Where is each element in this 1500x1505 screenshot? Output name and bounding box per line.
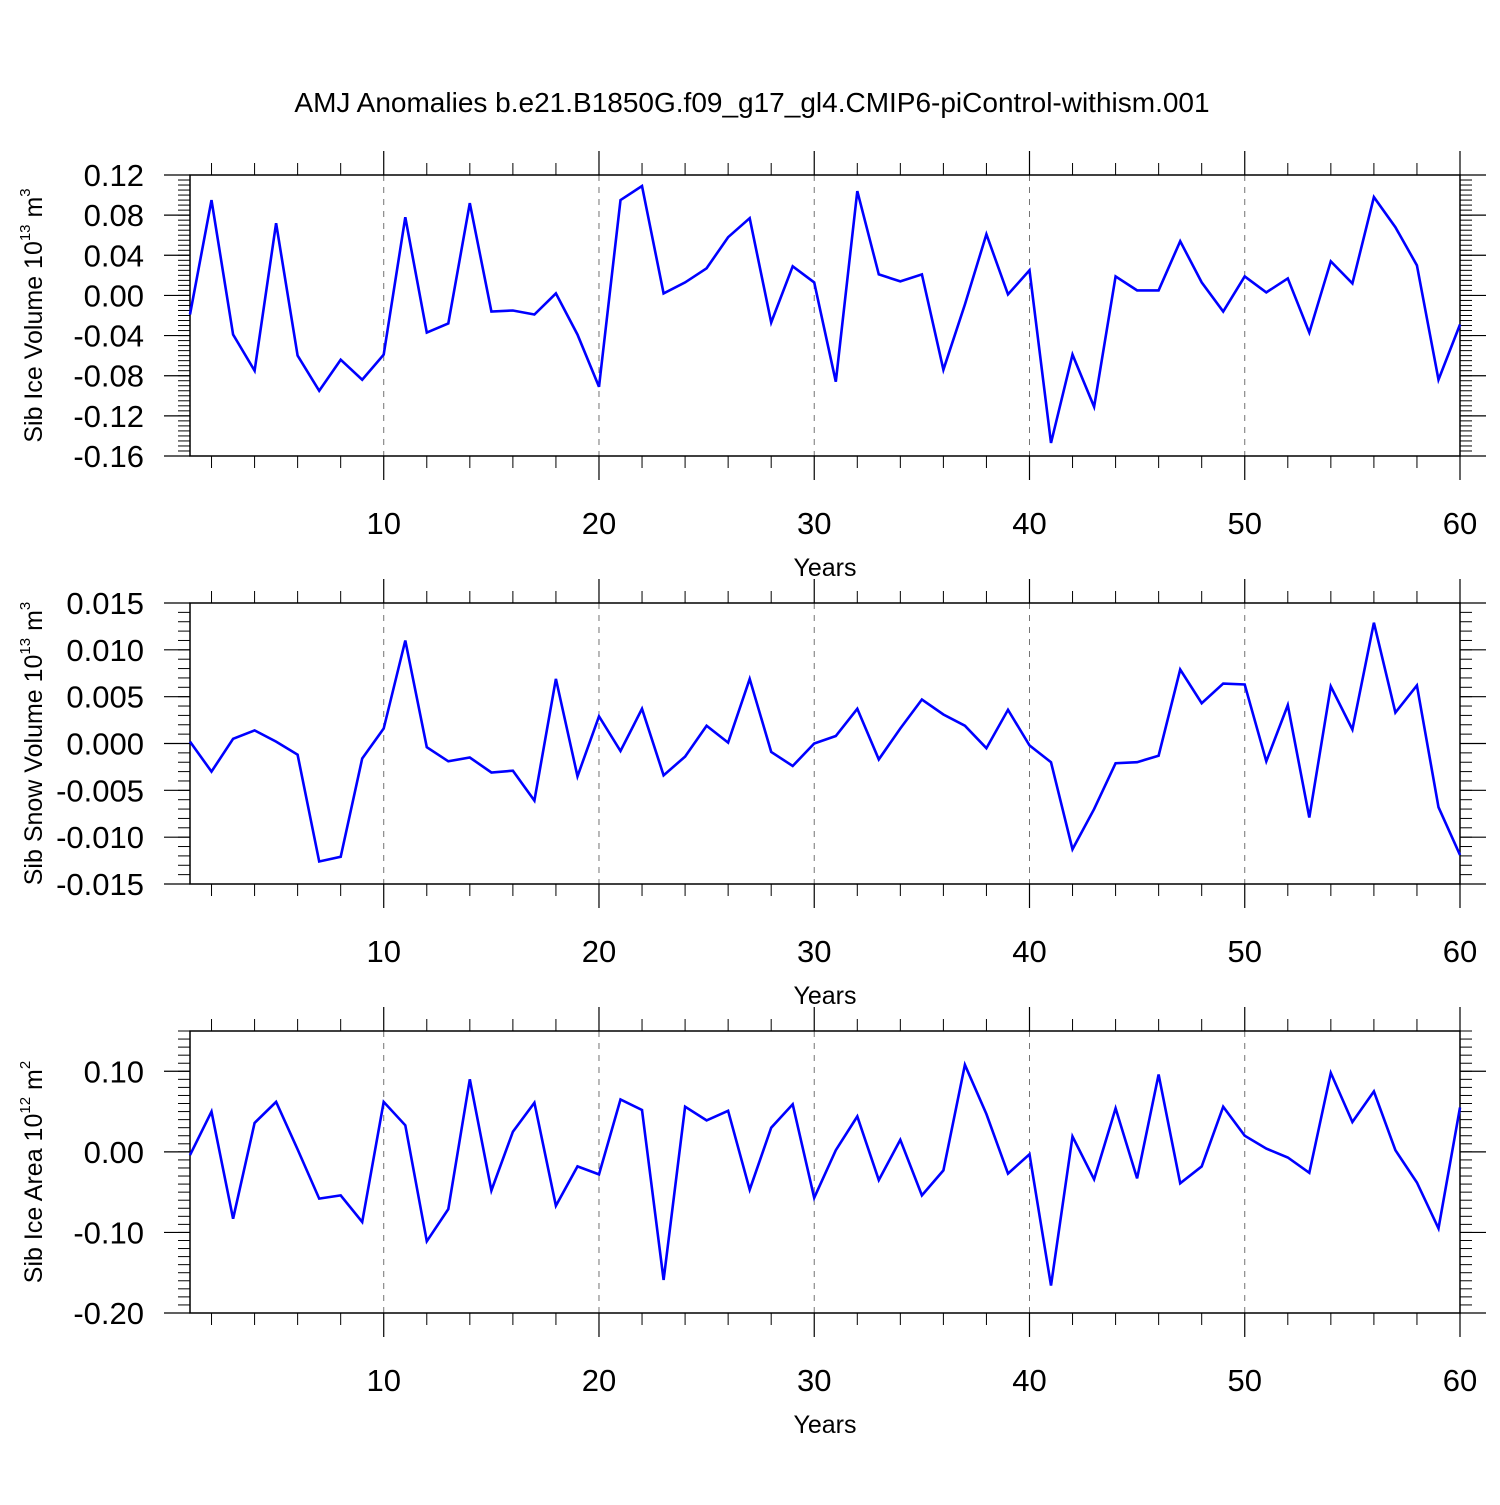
y-tick-label-0.010: 0.010 bbox=[66, 633, 144, 668]
x-tick-label-30: 30 bbox=[797, 506, 831, 541]
chart-title: AMJ Anomalies b.e21.B1850G.f09_g17_gl4.C… bbox=[294, 87, 1209, 118]
plot-frame bbox=[189, 1030, 1461, 1314]
x-tick-label-20: 20 bbox=[582, 1363, 616, 1398]
y-tick-label-0.12: 0.12 bbox=[84, 158, 144, 193]
series-line-2 bbox=[188, 622, 1462, 864]
y-tick-label-0.005: 0.005 bbox=[66, 680, 144, 715]
y-axis-title: Sib Ice Volume 1013 m3 bbox=[17, 188, 48, 442]
y-tick-label--0.10: -0.10 bbox=[73, 1215, 144, 1250]
x-tick-label-10: 10 bbox=[366, 506, 400, 541]
y-tick-label--0.010: -0.010 bbox=[56, 820, 144, 855]
panel-2: 10 20 30 40 50 60 0.015 0.010 0.005 0.000 -0.005 -0… bbox=[17, 579, 1486, 1010]
x-tick-label-30: 30 bbox=[797, 934, 831, 969]
plot-frame bbox=[189, 174, 1461, 457]
x-tick-label-20: 20 bbox=[582, 506, 616, 541]
panel-3: 10 20 30 40 50 60 0.10 0.00 -0.10 -0.20 Years Sib I… bbox=[17, 1007, 1486, 1439]
y-tick-label-0.08: 0.08 bbox=[84, 198, 144, 233]
y-tick-label--0.04: -0.04 bbox=[73, 319, 144, 354]
x-tick-label-40: 40 bbox=[1012, 934, 1046, 969]
x-axis-title: Years bbox=[793, 1411, 856, 1439]
y-tick-label-0.000: 0.000 bbox=[66, 727, 144, 762]
panel-1: 10 20 30 40 50 60 0.12 0.08 0.04 0.00 -0.04 -0.08 -0… bbox=[17, 151, 1486, 582]
x-tick-label-50: 50 bbox=[1228, 934, 1262, 969]
y-tick-label-0.10: 0.10 bbox=[84, 1054, 144, 1089]
y-tick-label-0.00: 0.00 bbox=[84, 278, 144, 313]
y-tick-label--0.08: -0.08 bbox=[73, 359, 144, 394]
x-tick-label-50: 50 bbox=[1228, 1363, 1262, 1398]
plot-frame bbox=[189, 602, 1461, 885]
y-axis-title: Sib Ice Area 1012 m2 bbox=[17, 1061, 48, 1283]
x-axis-title: Years bbox=[793, 554, 856, 582]
x-tick-label-10: 10 bbox=[366, 934, 400, 969]
y-tick-label--0.005: -0.005 bbox=[56, 773, 144, 808]
series-line-3 bbox=[188, 1060, 1462, 1286]
x-tick-label-40: 40 bbox=[1012, 506, 1046, 541]
x-tick-label-40: 40 bbox=[1012, 1363, 1046, 1398]
y-tick-label-0.04: 0.04 bbox=[84, 238, 144, 273]
y-axis-title: Sib Snow Volume 1013 m3 bbox=[17, 602, 48, 886]
y-tick-label--0.015: -0.015 bbox=[56, 867, 144, 902]
y-tick-label-0.015: 0.015 bbox=[66, 586, 144, 621]
x-tick-label-10: 10 bbox=[366, 1363, 400, 1398]
series-line-1 bbox=[188, 183, 1462, 444]
x-tick-label-50: 50 bbox=[1228, 506, 1262, 541]
y-tick-label-0.00: 0.00 bbox=[84, 1135, 144, 1170]
x-tick-label-60: 60 bbox=[1443, 506, 1477, 541]
x-axis-title: Years bbox=[793, 982, 856, 1010]
x-tick-label-30: 30 bbox=[797, 1363, 831, 1398]
y-tick-label--0.12: -0.12 bbox=[73, 399, 144, 434]
x-tick-label-60: 60 bbox=[1443, 1363, 1477, 1398]
x-tick-label-20: 20 bbox=[582, 934, 616, 969]
y-tick-label--0.16: -0.16 bbox=[73, 439, 144, 474]
x-tick-label-60: 60 bbox=[1443, 934, 1477, 969]
y-tick-label--0.20: -0.20 bbox=[73, 1296, 144, 1331]
